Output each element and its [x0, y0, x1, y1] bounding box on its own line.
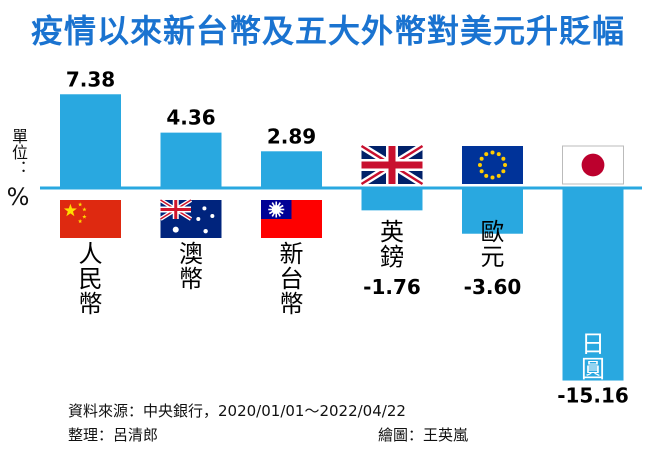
japan-flag: [562, 145, 624, 185]
category-label-新台幣-2: 幣: [280, 290, 304, 318]
australia-flag: [159, 198, 222, 238]
unit-label-text: 單位：: [9, 128, 28, 176]
eu-flag: [462, 146, 523, 184]
category-label-新台幣-0: 新: [280, 240, 304, 268]
bar-日圓: [562, 188, 624, 381]
bar-歐元: [462, 188, 523, 234]
taiwan-flag: [261, 200, 322, 238]
value-label-人民幣: 7.38: [66, 67, 115, 91]
category-label-澳幣-1: 幣: [179, 265, 203, 293]
uk-flag: [359, 143, 425, 187]
category-label-歐元-0: 歐: [481, 218, 505, 246]
category-label-人民幣-1: 民: [79, 265, 103, 293]
value-label-新台幣: 2.89: [267, 124, 316, 148]
chart-title: 疫情以來新台幣及五大外幣對美元升貶幅: [30, 12, 625, 50]
category-label-澳幣-0: 澳: [179, 240, 203, 268]
category-label-日圓-0: 日: [581, 330, 605, 358]
bar-新台幣: [261, 151, 322, 188]
value-label-歐元: -3.60: [464, 275, 522, 299]
organizer-note: 整理：呂清郎: [68, 426, 159, 444]
source-note: 資料來源：中央銀行，2020/01/01～2022/04/22: [68, 402, 406, 420]
category-label-人民幣-2: 幣: [79, 290, 103, 318]
unit-label: 單位： %: [6, 128, 30, 211]
unit-symbol: %: [6, 183, 30, 211]
category-label-日圓-1: 圓: [581, 355, 605, 383]
bar-人民幣: [60, 94, 121, 188]
category-label-英鎊-1: 鎊: [380, 243, 404, 271]
value-label-日圓: -15.16: [557, 384, 629, 408]
value-label-澳幣: 4.36: [166, 106, 215, 130]
category-label-英鎊-0: 英: [380, 218, 404, 246]
bar-英鎊: [361, 188, 423, 211]
category-label-歐元-1: 元: [481, 243, 505, 271]
china-flag: [60, 200, 121, 238]
category-label-新台幣-1: 台: [280, 265, 304, 293]
category-label-人民幣-0: 人: [79, 240, 103, 268]
value-label-英鎊: -1.76: [363, 275, 421, 299]
bar-澳幣: [160, 132, 222, 188]
drawer-note: 繪圖：王英嵐: [378, 426, 469, 444]
